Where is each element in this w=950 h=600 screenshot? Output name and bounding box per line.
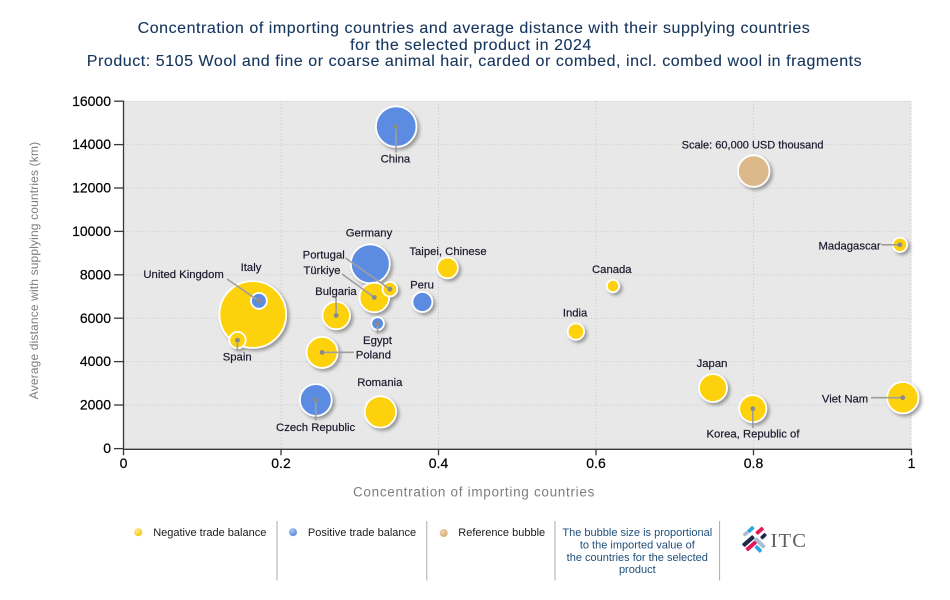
svg-text:Positive trade balance: Positive trade balance [308,527,416,539]
svg-text:Scale: 60,000 USD thousand: Scale: 60,000 USD thousand [682,139,824,151]
svg-text:Peru: Peru [410,279,434,291]
svg-text:Concentration of importing cou: Concentration of importing countries and… [138,20,811,37]
svg-text:12000: 12000 [72,180,111,196]
svg-text:the countries for the selected: the countries for the selected [567,552,708,564]
svg-text:16000: 16000 [72,93,111,109]
svg-text:10000: 10000 [72,223,111,239]
svg-text:0.6: 0.6 [586,455,606,471]
svg-text:China: China [381,154,411,166]
svg-text:United Kingdom: United Kingdom [143,269,223,281]
svg-text:8000: 8000 [80,266,111,282]
svg-text:Japan: Japan [697,358,728,370]
svg-text:0: 0 [120,455,128,471]
svg-text:Spain: Spain [223,352,252,364]
svg-text:Czech Republic: Czech Republic [276,422,355,434]
svg-text:Italy: Italy [241,262,262,274]
svg-text:4000: 4000 [80,353,111,369]
svg-text:Canada: Canada [592,264,632,276]
svg-text:2000: 2000 [80,397,111,413]
svg-text:Korea, Republic of: Korea, Republic of [707,429,801,441]
svg-text:Taipei, Chinese: Taipei, Chinese [409,246,486,258]
svg-text:0: 0 [103,440,111,456]
svg-text:Türkiye: Türkiye [303,265,340,277]
svg-text:Average distance with supplyin: Average distance with supplying countrie… [27,142,41,399]
svg-text:India: India [563,308,588,320]
svg-text:6000: 6000 [80,310,111,326]
svg-text:1: 1 [908,455,916,471]
svg-text:Egypt: Egypt [363,335,393,347]
svg-text:Reference bubble: Reference bubble [458,527,545,539]
svg-text:Product: 5105 Wool and fine or: Product: 5105 Wool and fine or coarse an… [87,53,862,70]
svg-text:The bubble size is proportiona: The bubble size is proportional [562,527,712,539]
svg-text:to the imported value of: to the imported value of [580,539,696,551]
svg-text:Romania: Romania [357,377,403,389]
svg-text:Germany: Germany [346,227,393,239]
svg-text:Bulgaria: Bulgaria [315,286,357,298]
svg-text:Madagascar: Madagascar [819,240,881,252]
svg-text:Concentration of importing cou: Concentration of importing countries [353,485,595,500]
svg-text:0.4: 0.4 [429,455,449,471]
svg-text:product: product [619,564,656,576]
svg-text:14000: 14000 [72,136,111,152]
svg-text:ITC: ITC [771,530,808,552]
svg-text:Portugal: Portugal [303,250,345,262]
svg-text:Poland: Poland [356,349,391,361]
svg-text:Negative trade balance: Negative trade balance [153,527,266,539]
svg-text:for the selected product in 20: for the selected product in 2024 [350,37,592,54]
svg-text:Viet Nam: Viet Nam [822,393,868,405]
svg-text:0.2: 0.2 [271,455,291,471]
svg-text:0.8: 0.8 [744,455,764,471]
